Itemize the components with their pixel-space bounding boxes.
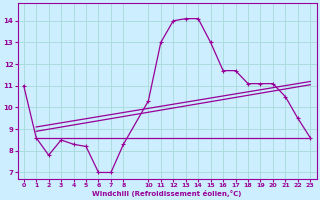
X-axis label: Windchill (Refroidissement éolien,°C): Windchill (Refroidissement éolien,°C) — [92, 190, 242, 197]
